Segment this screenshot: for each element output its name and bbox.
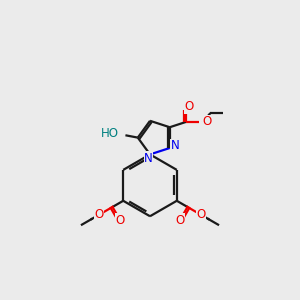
Text: O: O [116,214,125,227]
Text: N: N [144,152,153,165]
Text: N: N [171,139,179,152]
Text: O: O [185,100,194,113]
Text: HO: HO [101,127,119,140]
Text: O: O [196,208,206,221]
Text: O: O [203,116,212,128]
Text: O: O [94,208,103,221]
Text: O: O [175,214,184,227]
